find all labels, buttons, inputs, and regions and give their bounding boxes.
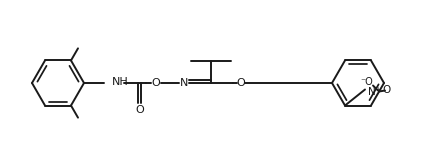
- Text: O: O: [382, 84, 390, 94]
- Text: O: O: [151, 78, 160, 88]
- Text: N: N: [179, 78, 188, 88]
- Text: ⁻O: ⁻O: [360, 77, 372, 86]
- Text: N⁺: N⁺: [368, 86, 381, 96]
- Text: O: O: [236, 78, 245, 88]
- Text: NH: NH: [112, 77, 129, 87]
- Text: O: O: [135, 105, 144, 115]
